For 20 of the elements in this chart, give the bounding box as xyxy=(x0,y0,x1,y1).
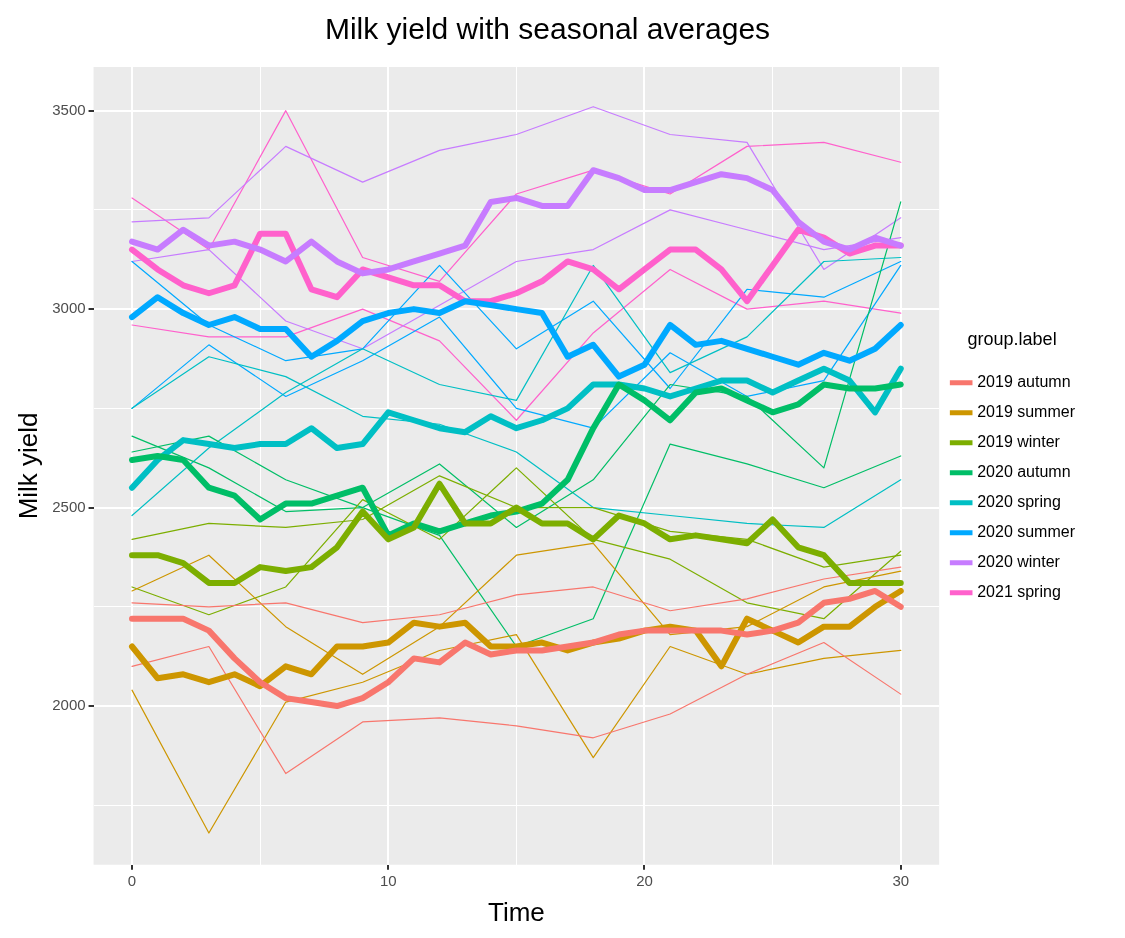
y-tick-label: 2500 xyxy=(52,497,86,515)
legend-label: 2020 spring xyxy=(977,493,1061,511)
x-tick-label: 30 xyxy=(892,871,910,889)
x-tick-label: 0 xyxy=(127,871,137,889)
legend-title: group.label xyxy=(967,329,1057,350)
x-axis-title: Time xyxy=(487,896,545,927)
y-axis-title: Milk yield xyxy=(12,412,43,520)
legend-label: 2020 autumn xyxy=(977,463,1071,481)
legend-label: 2019 autumn xyxy=(977,373,1071,391)
y-tick-label: 3500 xyxy=(52,100,86,118)
y-tick-label: 3000 xyxy=(52,299,86,317)
legend-label: 2020 summer xyxy=(977,523,1076,541)
legend-label: 2019 winter xyxy=(977,433,1061,451)
x-tick-label: 20 xyxy=(636,871,653,889)
y-tick-label: 2000 xyxy=(52,696,86,714)
legend-label: 2021 spring xyxy=(977,583,1061,601)
x-tick-label: 10 xyxy=(379,871,397,889)
chart-title: Milk yield with seasonal averages xyxy=(324,12,771,46)
legend-label: 2020 winter xyxy=(977,553,1061,571)
legend-label: 2019 summer xyxy=(977,403,1076,421)
